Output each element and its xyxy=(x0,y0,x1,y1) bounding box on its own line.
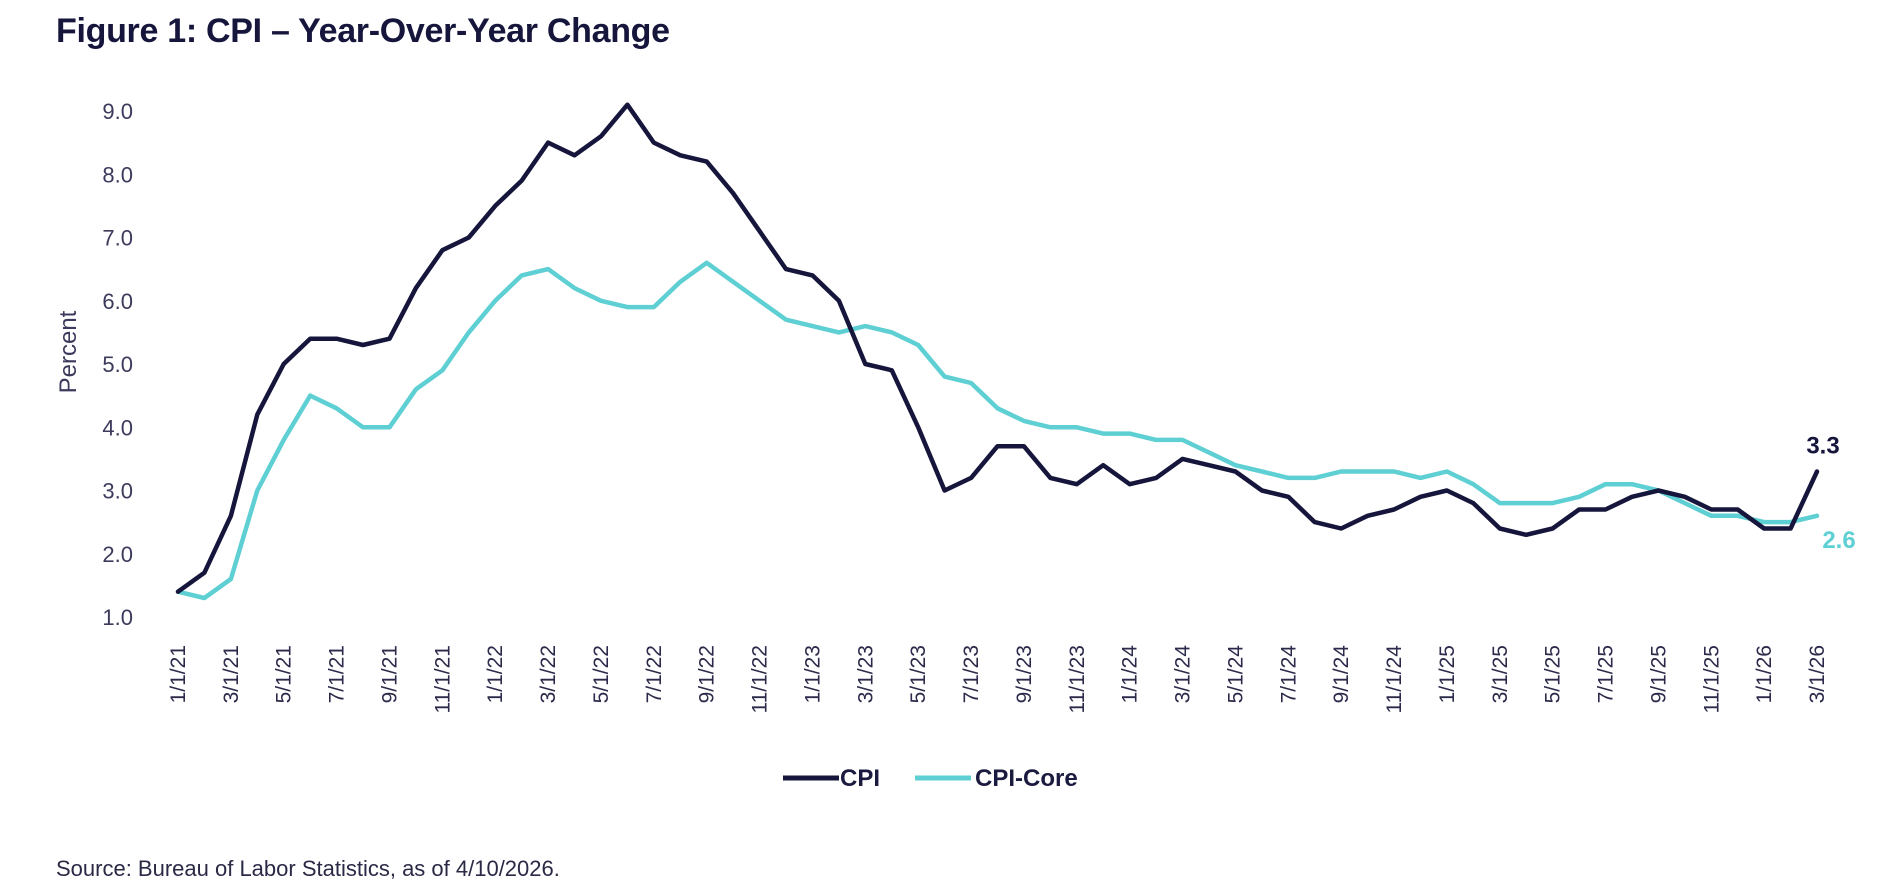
end-label-cpi: 3.3 xyxy=(1806,433,1839,460)
y-tick-label: 9.0 xyxy=(102,99,133,124)
x-tick-label: 9/1/24 xyxy=(1330,645,1353,704)
x-tick-label: 1/1/26 xyxy=(1753,645,1776,703)
y-tick-label: 1.0 xyxy=(102,605,133,630)
x-tick-label: 3/1/24 xyxy=(1172,645,1195,704)
x-tick-label: 5/1/25 xyxy=(1542,645,1565,703)
y-axis-label: Percent xyxy=(55,310,82,393)
x-tick-label: 7/1/23 xyxy=(960,645,983,703)
x-tick-label: 9/1/25 xyxy=(1647,645,1670,703)
series-line-cpi-core xyxy=(175,260,1820,601)
x-tick-label: 3/1/21 xyxy=(220,645,243,703)
x-tick-label: 5/1/21 xyxy=(273,645,296,703)
x-tick-label: 11/1/25 xyxy=(1700,645,1723,714)
y-axis: 1.0 2.0 3.0 4.0 5.0 6.0 7.0 8.0 9.0 xyxy=(102,99,133,630)
x-tick-label: 11/1/23 xyxy=(1066,645,1089,714)
y-tick-label: 2.0 xyxy=(102,542,133,567)
x-tick-label: 9/1/21 xyxy=(378,645,401,703)
y-tick-label: 6.0 xyxy=(102,289,133,314)
y-tick-label: 3.0 xyxy=(102,479,133,504)
x-tick-label: 1/1/21 xyxy=(167,645,190,703)
x-tick-label: 1/1/24 xyxy=(1119,645,1142,704)
y-tick-label: 8.0 xyxy=(102,162,133,187)
x-tick-label: 1/1/23 xyxy=(801,645,824,703)
legend-label-cpi-core: CPI-Core xyxy=(975,765,1078,792)
x-tick-label: 3/1/22 xyxy=(537,645,560,703)
x-tick-label: 11/1/21 xyxy=(431,645,454,714)
x-tick-label: 5/1/23 xyxy=(907,645,930,703)
x-tick-label: 1/1/22 xyxy=(484,645,507,703)
x-tick-label: 5/1/24 xyxy=(1224,645,1247,704)
legend: CPI CPI-Core xyxy=(783,765,1078,792)
x-tick-label: 9/1/22 xyxy=(696,645,719,703)
x-tick-label: 5/1/22 xyxy=(590,645,613,703)
x-tick-label: 1/1/25 xyxy=(1436,645,1459,703)
y-tick-label: 5.0 xyxy=(102,352,133,377)
x-tick-label: 3/1/23 xyxy=(854,645,877,703)
chart-canvas: 1.0 2.0 3.0 4.0 5.0 6.0 7.0 8.0 9.0 Percent 1/1/… xyxy=(55,99,1856,792)
x-tick-label: 9/1/23 xyxy=(1013,645,1036,703)
y-tick-label: 4.0 xyxy=(102,415,133,440)
end-label-cpi-core: 2.6 xyxy=(1822,527,1855,554)
legend-label-cpi: CPI xyxy=(840,765,880,792)
x-tick-label: 11/1/22 xyxy=(749,645,772,714)
series-line-cpi xyxy=(175,102,1820,594)
y-tick-label: 7.0 xyxy=(102,226,133,251)
x-tick-label: 11/1/24 xyxy=(1383,645,1406,714)
x-tick-label: 7/1/25 xyxy=(1595,645,1618,703)
x-tick-label: 7/1/22 xyxy=(643,645,666,703)
chart-title: Figure 1: CPI – Year-Over-Year Change xyxy=(56,12,670,50)
x-axis: 1/1/21 3/1/21 5/1/21 7/1/21 9/1/21 11/1/21 1/1… xyxy=(167,645,1829,714)
x-tick-label: 3/1/25 xyxy=(1489,645,1512,703)
x-tick-label: 3/1/26 xyxy=(1806,645,1829,703)
end-value-labels: 3.3 2.6 xyxy=(1806,433,1855,554)
series-layer xyxy=(175,102,1820,601)
x-tick-label: 7/1/24 xyxy=(1277,645,1300,704)
x-tick-label: 7/1/21 xyxy=(326,645,349,703)
source-note: Source: Bureau of Labor Statistics, as o… xyxy=(56,856,560,881)
